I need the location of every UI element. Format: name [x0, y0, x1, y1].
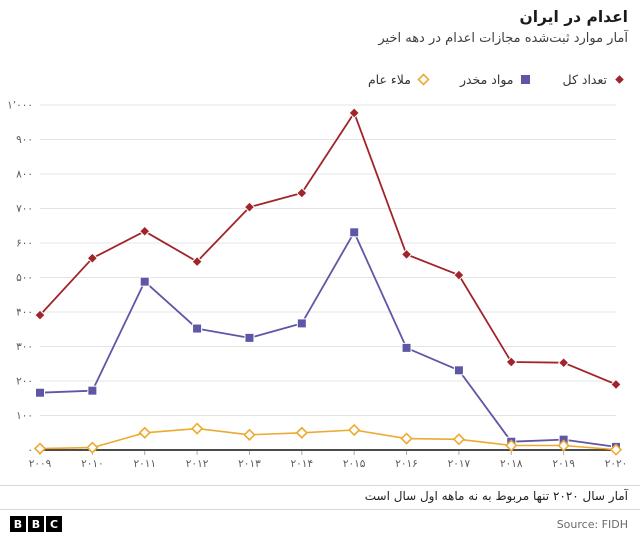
- data-point: [400, 248, 413, 261]
- legend-item: تعداد کل: [562, 72, 626, 87]
- data-point: [192, 323, 203, 334]
- y-axis-label: ۹۰۰: [16, 134, 33, 146]
- x-axis-label: ۲۰۱۷: [448, 458, 471, 470]
- bbc-logo-block: B: [28, 516, 44, 532]
- data-point: [243, 201, 256, 213]
- data-point: [243, 428, 256, 441]
- x-axis-label: ۲۰۱۴: [291, 458, 314, 470]
- data-point: [505, 356, 517, 368]
- y-axis-label: ۶۰۰: [16, 238, 33, 250]
- chart-svg: ۰ ۱۰۰ ۲۰۰ ۳۰۰ ۴۰۰ ۵۰۰ ۶۰۰ ۷۰۰ ۸۰۰ ۹۰۰ ۱٬۰۰۰ ۲۰۰۹ ۲۰۱…: [7, 100, 628, 471]
- x-axis-label: ۲۰۱۸: [500, 458, 523, 470]
- line-chart: ۰ ۱۰۰ ۲۰۰ ۳۰۰ ۴۰۰ ۵۰۰ ۶۰۰ ۷۰۰ ۸۰۰ ۹۰۰ ۱٬۰۰۰ ۲۰۰۹ ۲۰۱…: [0, 88, 640, 471]
- data-point: [34, 309, 46, 321]
- data-point: [400, 432, 413, 445]
- series-line: [39, 427, 617, 451]
- y-axis-label: ۳۰۰: [16, 341, 33, 353]
- legend-label: ملاء عام: [367, 72, 411, 87]
- data-point: [348, 107, 360, 119]
- bbc-logo: B B C: [10, 516, 62, 532]
- data-point: [296, 318, 307, 329]
- data-point: [453, 365, 464, 376]
- data-point: [86, 252, 99, 264]
- data-point: [190, 422, 204, 435]
- data-point: [452, 433, 466, 446]
- data-point: [139, 276, 150, 287]
- x-axis-label: ۲۰۱۵: [343, 458, 366, 470]
- x-axis-label: ۲۰۰۹: [29, 458, 52, 470]
- x-axis-label: ۲۰۱۰: [81, 458, 104, 470]
- data-point: [557, 357, 570, 369]
- legend-label: مواد مخدر: [459, 72, 514, 87]
- y-axis-label: ۴۰۰: [16, 307, 33, 319]
- series-line: [39, 111, 617, 386]
- data-point: [296, 187, 308, 199]
- data-point: [295, 426, 308, 439]
- legend: تعداد کل مواد مخدر ملاء عام: [12, 72, 626, 87]
- data-point: [86, 441, 99, 454]
- series-line: [39, 231, 617, 448]
- diamond-marker-icon: [417, 73, 430, 86]
- bbc-logo-block: B: [10, 516, 26, 532]
- data-point: [191, 255, 203, 268]
- y-axis-label: ۱٬۰۰۰: [7, 100, 33, 112]
- data-point: [349, 227, 360, 238]
- x-axis-label: ۲۰۱۶: [395, 458, 418, 470]
- legend-item: مواد مخدر: [460, 72, 533, 87]
- y-axis-label: ۸۰۰: [16, 169, 33, 181]
- data-point: [348, 423, 361, 437]
- y-axis-label: ۲۰۰: [16, 376, 33, 388]
- data-point: [35, 387, 45, 398]
- data-point: [609, 443, 623, 456]
- data-point: [557, 439, 570, 452]
- data-point: [417, 73, 430, 86]
- y-axis-label: ۱۰۰: [16, 410, 33, 422]
- x-axis-label: ۲۰۲۰: [605, 458, 628, 470]
- data-point: [610, 378, 622, 391]
- y-axis-label: ۷۰۰: [16, 203, 33, 215]
- y-axis-label: ۰: [27, 445, 33, 457]
- source-label: Source: FIDH: [556, 517, 628, 531]
- y-axis-label: ۵۰۰: [16, 272, 33, 284]
- x-axis-label: ۲۰۱۲: [186, 458, 209, 470]
- page-title: اعدام در ایران: [519, 8, 628, 26]
- footnote: آمار سال ۲۰۲۰ تنها مربوط به نه ماهه اول …: [364, 489, 628, 503]
- divider: [0, 509, 640, 510]
- data-point: [401, 342, 412, 353]
- bbc-logo-block: C: [46, 516, 62, 532]
- square-marker-icon: [520, 74, 532, 85]
- diamond-marker-icon: [613, 73, 626, 86]
- footer-bar: B B C Source: FIDH: [10, 513, 628, 535]
- data-point: [520, 74, 532, 85]
- data-point: [613, 73, 626, 86]
- data-point: [453, 269, 465, 281]
- x-axis-label: ۲۰۱۳: [238, 458, 261, 470]
- legend-label: تعداد کل: [562, 72, 607, 87]
- data-point: [244, 332, 255, 343]
- legend-item: ملاء عام: [368, 72, 430, 87]
- data-point: [87, 385, 98, 396]
- page-subtitle: آمار موارد ثبت‌شده مجازات اعدام در دهه ا…: [378, 31, 628, 46]
- data-point: [138, 426, 151, 439]
- x-axis-label: ۲۰۱۱: [133, 458, 156, 470]
- data-point: [505, 439, 518, 452]
- data-point: [33, 442, 47, 455]
- data-point: [139, 225, 151, 237]
- x-axis-label: ۲۰۱۹: [552, 458, 575, 470]
- divider: [0, 485, 640, 486]
